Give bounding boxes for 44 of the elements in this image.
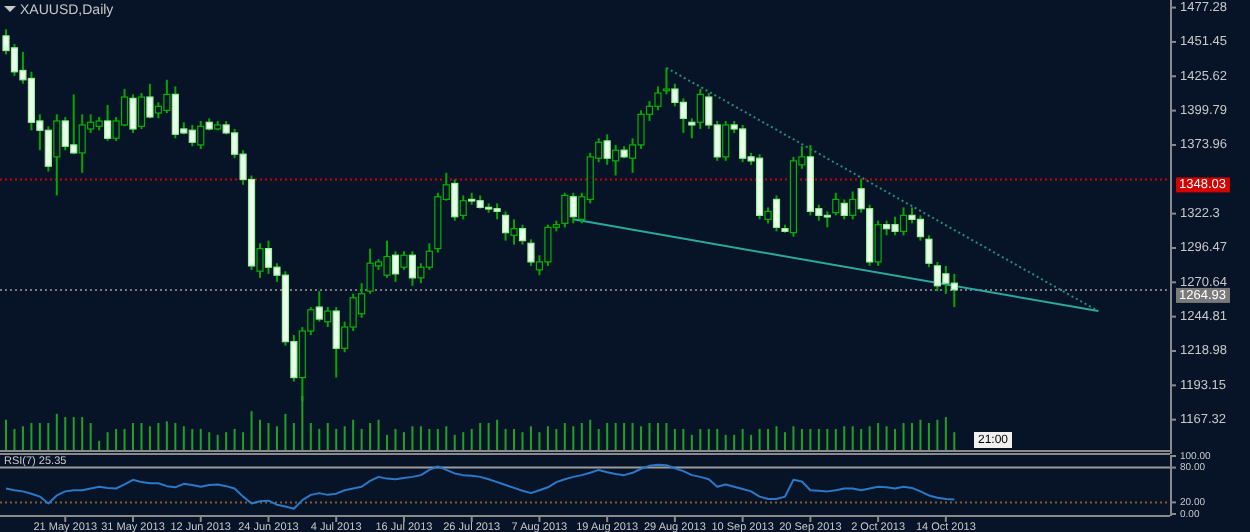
candlestick (391, 250, 400, 283)
candlestick (383, 239, 391, 279)
candlestick (891, 215, 899, 237)
candlestick (332, 306, 340, 379)
candlestick (70, 93, 78, 156)
candlestick (459, 194, 467, 221)
candlestick (400, 250, 408, 271)
candlestick (264, 239, 273, 275)
candlestick (840, 198, 848, 221)
candlestick (425, 242, 433, 271)
candlestick (61, 115, 69, 152)
candlestick (137, 92, 146, 130)
candlestick (527, 238, 535, 267)
candlestick (849, 190, 857, 221)
line-series (5, 463, 956, 510)
candlestick (899, 206, 908, 237)
candlestick (10, 42, 19, 77)
candlestick (53, 113, 61, 197)
candlestick (451, 178, 459, 222)
candlestick (44, 125, 52, 173)
candlestick (129, 93, 137, 134)
candlestick (612, 143, 620, 177)
candlestick (146, 82, 154, 120)
candlestick (501, 210, 510, 242)
candlestick (510, 218, 518, 246)
candlestick (739, 123, 747, 164)
candlestick (603, 133, 611, 166)
candlestick (78, 113, 86, 174)
candlestick (696, 88, 704, 130)
candlestick (408, 250, 417, 287)
candlestick (722, 119, 730, 162)
candlestick (163, 78, 171, 114)
candlestick (569, 191, 577, 225)
candlestick (171, 85, 179, 140)
candlestick (874, 219, 882, 267)
candlestick (544, 223, 552, 267)
candlestick (561, 191, 569, 229)
candlestick (916, 214, 925, 242)
candlestick (832, 191, 840, 217)
candlestick (324, 306, 332, 329)
candlestick (197, 119, 205, 150)
candlestick (188, 123, 196, 148)
candlestick (772, 194, 781, 233)
candlestick (518, 223, 527, 246)
